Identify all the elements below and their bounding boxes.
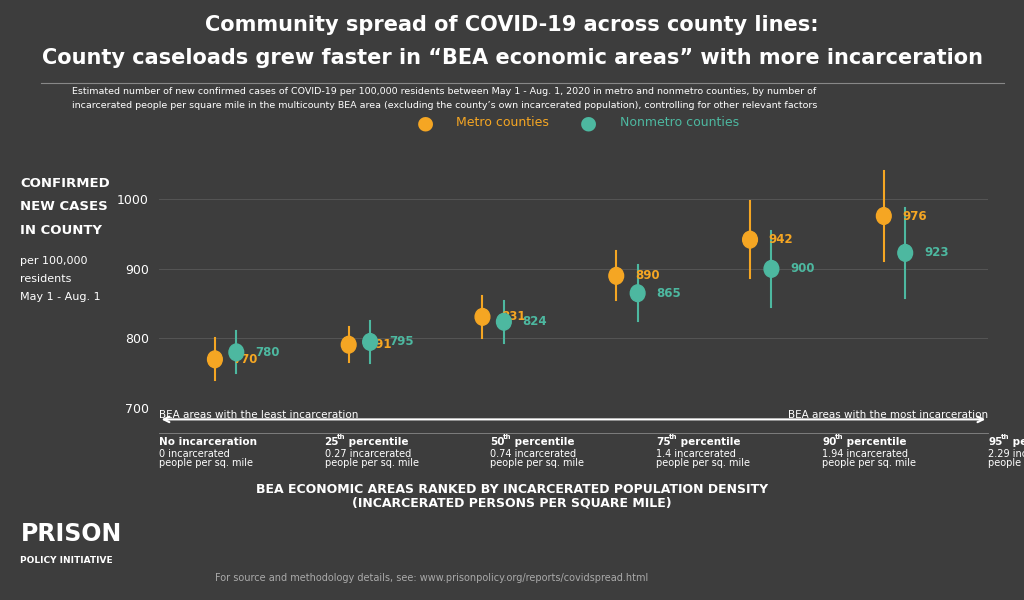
Text: percentile: percentile — [1009, 437, 1024, 447]
Text: th: th — [503, 434, 511, 440]
Text: 75: 75 — [656, 437, 671, 447]
Text: 831: 831 — [501, 310, 525, 323]
Text: people per sq. mile: people per sq. mile — [490, 458, 585, 468]
Text: Community spread of COVID-19 across county lines:: Community spread of COVID-19 across coun… — [205, 15, 819, 35]
Text: Estimated number of new confirmed cases of COVID-19 per 100,000 residents betwee: Estimated number of new confirmed cases … — [72, 87, 816, 96]
Text: For source and methodology details, see: www.prisonpolicy.org/reports/covidsprea: For source and methodology details, see:… — [215, 573, 648, 583]
Text: people per sq. mile: people per sq. mile — [159, 458, 253, 468]
Text: residents: residents — [20, 274, 72, 284]
Text: percentile: percentile — [677, 437, 740, 447]
Text: ●: ● — [417, 113, 433, 133]
Text: 1.4 incarcerated: 1.4 incarcerated — [656, 449, 736, 459]
Text: th: th — [337, 434, 345, 440]
Ellipse shape — [497, 313, 511, 330]
Text: th: th — [669, 434, 677, 440]
Text: 95: 95 — [988, 437, 1002, 447]
Text: 795: 795 — [389, 335, 414, 349]
Ellipse shape — [898, 245, 912, 261]
Ellipse shape — [208, 351, 222, 368]
Text: 1.94 incarcerated: 1.94 incarcerated — [822, 449, 908, 459]
Text: people per sq. mile: people per sq. mile — [656, 458, 751, 468]
Text: percentile: percentile — [511, 437, 574, 447]
Text: BEA ECONOMIC AREAS RANKED BY INCARCERATED POPULATION DENSITY: BEA ECONOMIC AREAS RANKED BY INCARCERATE… — [256, 483, 768, 496]
Text: 900: 900 — [791, 262, 815, 275]
Text: PRISON: PRISON — [20, 522, 122, 546]
Text: 50: 50 — [490, 437, 505, 447]
Text: May 1 - Aug. 1: May 1 - Aug. 1 — [20, 292, 101, 302]
Text: CONFIRMED: CONFIRMED — [20, 176, 111, 190]
Text: Nonmetro counties: Nonmetro counties — [620, 116, 738, 130]
Text: 923: 923 — [924, 247, 948, 259]
Text: th: th — [1000, 434, 1009, 440]
Ellipse shape — [229, 344, 244, 361]
Ellipse shape — [475, 308, 489, 325]
Ellipse shape — [877, 208, 891, 224]
Text: percentile: percentile — [843, 437, 906, 447]
Text: BEA areas with the most incarceration: BEA areas with the most incarceration — [788, 410, 988, 420]
Ellipse shape — [341, 337, 356, 353]
Text: 0 incarcerated: 0 incarcerated — [159, 449, 229, 459]
Text: NEW CASES: NEW CASES — [20, 200, 109, 214]
Text: people per sq. mile: people per sq. mile — [988, 458, 1024, 468]
Text: 890: 890 — [635, 269, 659, 283]
Text: incarcerated people per square mile in the multicounty BEA area (excluding the c: incarcerated people per square mile in t… — [72, 101, 817, 110]
Text: BEA areas with the least incarceration: BEA areas with the least incarceration — [159, 410, 358, 420]
Text: 942: 942 — [769, 233, 794, 246]
Text: 780: 780 — [255, 346, 280, 359]
Text: 90: 90 — [822, 437, 837, 447]
Text: percentile: percentile — [345, 437, 409, 447]
Ellipse shape — [764, 260, 779, 277]
Text: County caseloads grew faster in “BEA economic areas” with more incarceration: County caseloads grew faster in “BEA eco… — [42, 48, 982, 68]
Text: 2.29 incarcerated: 2.29 incarcerated — [988, 449, 1024, 459]
Text: people per sq. mile: people per sq. mile — [822, 458, 916, 468]
Ellipse shape — [609, 268, 624, 284]
Text: th: th — [835, 434, 843, 440]
Text: 865: 865 — [656, 287, 681, 300]
Text: IN COUNTY: IN COUNTY — [20, 224, 102, 238]
Text: 0.74 incarcerated: 0.74 incarcerated — [490, 449, 577, 459]
Text: people per sq. mile: people per sq. mile — [325, 458, 419, 468]
Text: per 100,000: per 100,000 — [20, 256, 88, 266]
Text: 791: 791 — [368, 338, 392, 351]
Text: 824: 824 — [522, 315, 547, 328]
Text: ●: ● — [581, 113, 597, 133]
Text: No incarceration: No incarceration — [159, 437, 257, 447]
Ellipse shape — [742, 232, 758, 248]
Text: Metro counties: Metro counties — [456, 116, 549, 130]
Text: 0.27 incarcerated: 0.27 incarcerated — [325, 449, 411, 459]
Text: (INCARCERATED PERSONS PER SQUARE MILE): (INCARCERATED PERSONS PER SQUARE MILE) — [352, 497, 672, 510]
Text: POLICY INITIATIVE: POLICY INITIATIVE — [20, 556, 113, 565]
Text: 976: 976 — [902, 209, 927, 223]
Text: 770: 770 — [233, 353, 258, 366]
Ellipse shape — [631, 285, 645, 302]
Text: 25: 25 — [325, 437, 339, 447]
Ellipse shape — [362, 334, 378, 350]
